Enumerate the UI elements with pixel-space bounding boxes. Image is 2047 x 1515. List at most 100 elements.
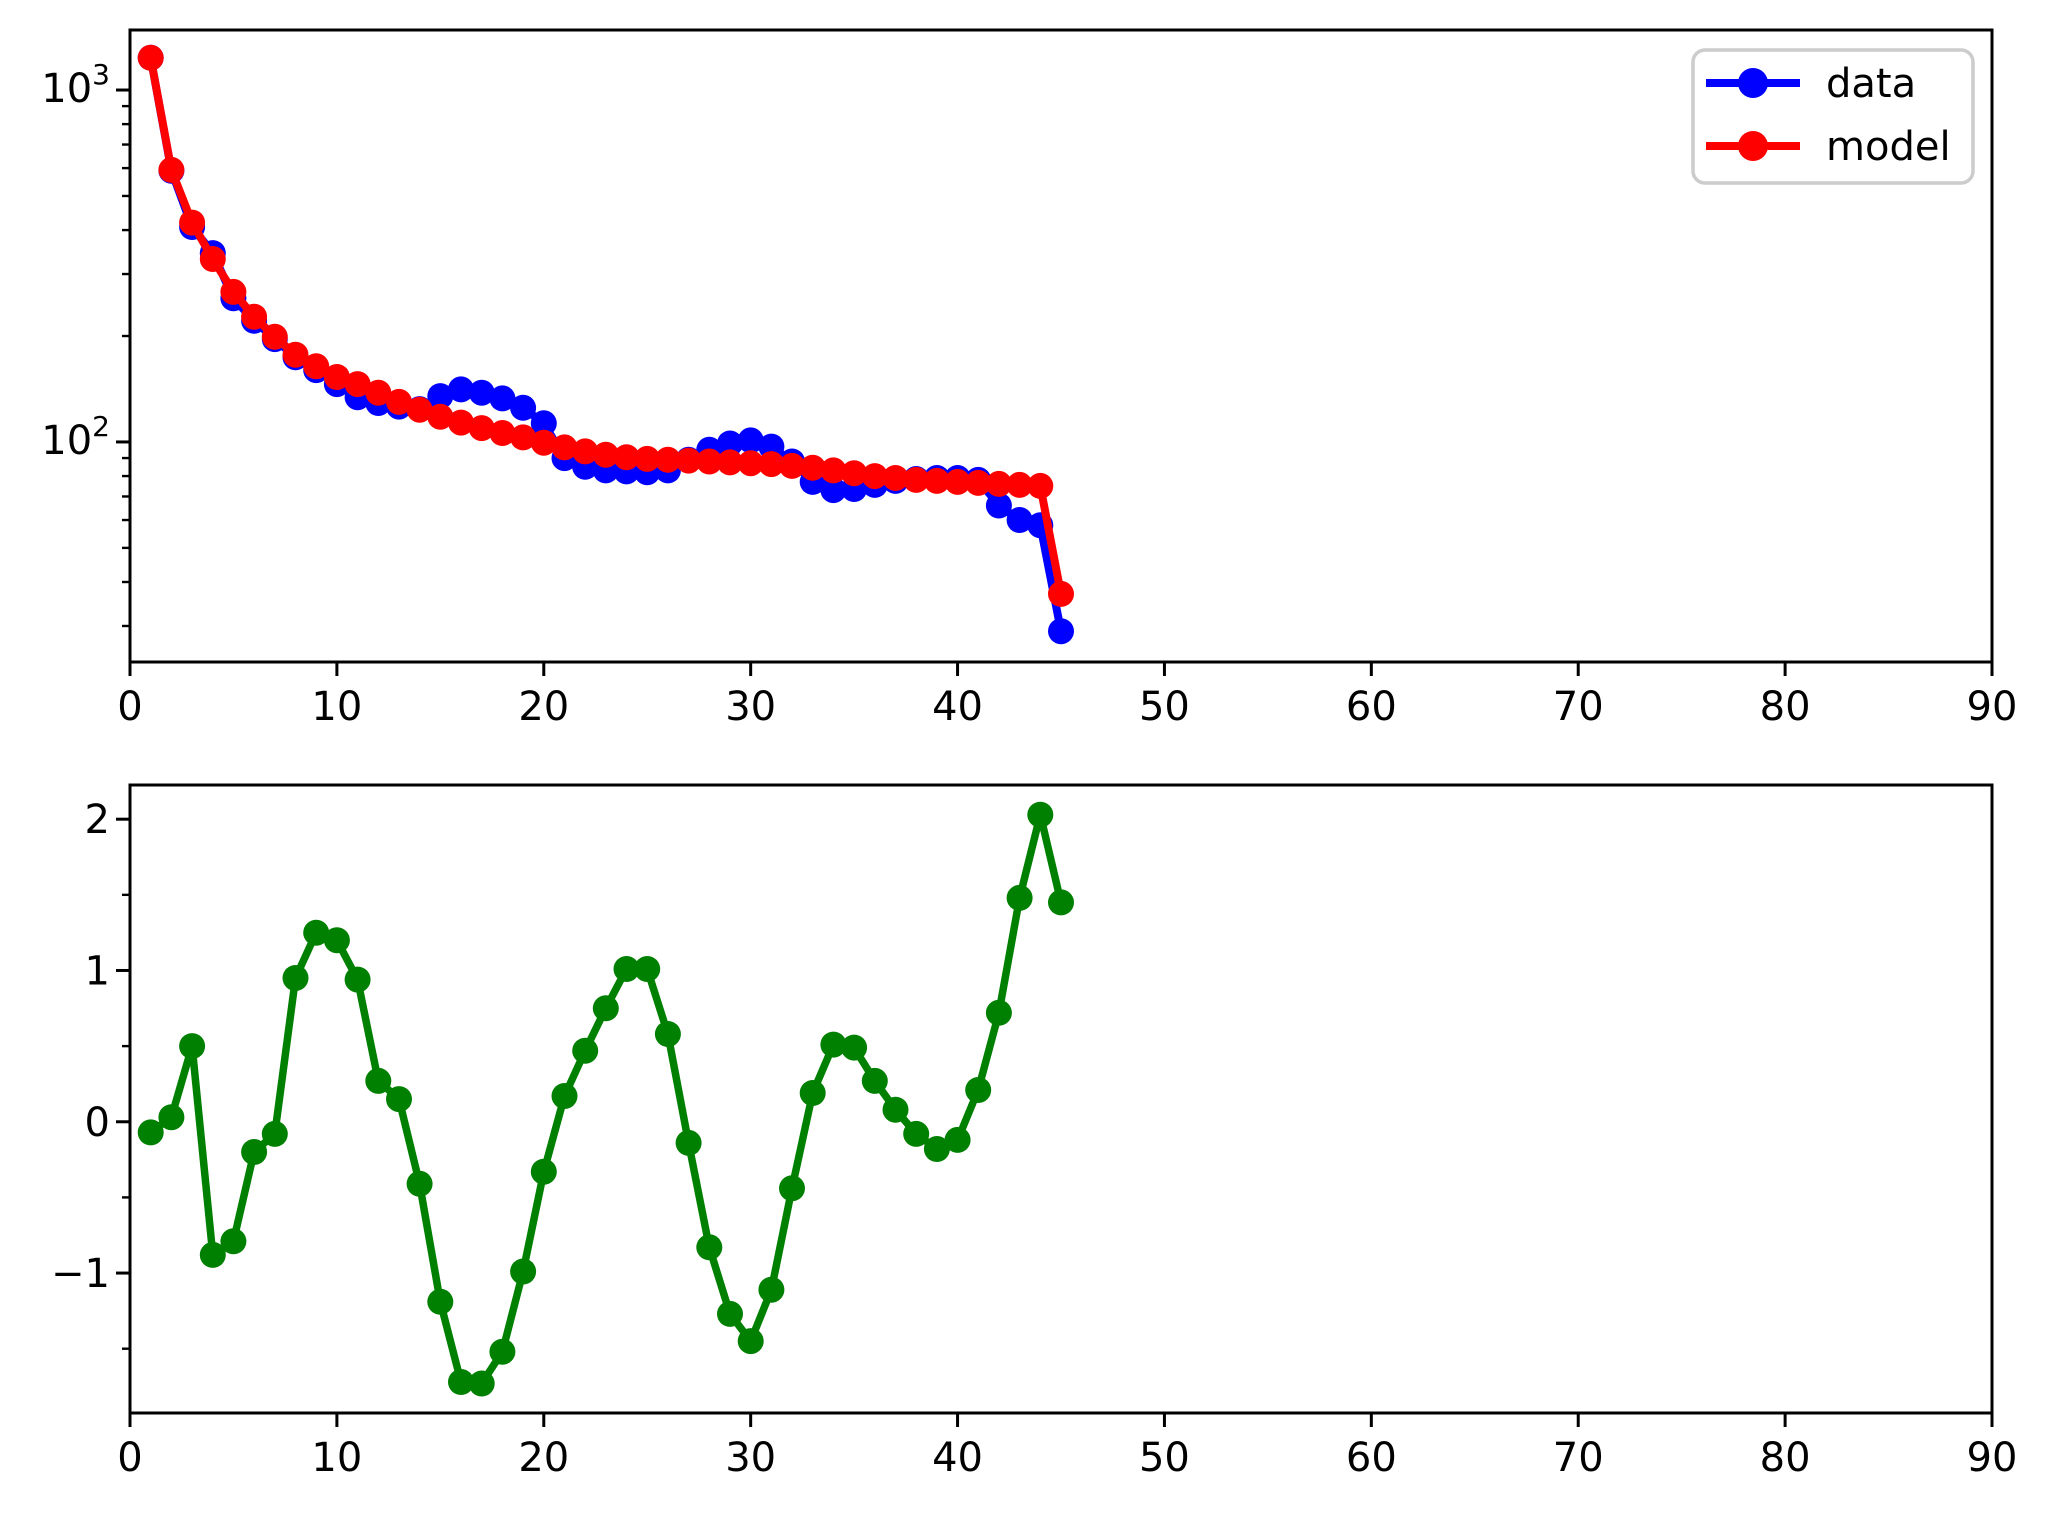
legend-label: model bbox=[1826, 124, 1951, 170]
model-marker bbox=[1027, 472, 1054, 499]
model-marker bbox=[1006, 471, 1033, 498]
residuals-marker bbox=[675, 1129, 702, 1156]
model-marker bbox=[427, 403, 454, 430]
model-marker bbox=[592, 441, 619, 468]
x-tick-label: 90 bbox=[1967, 1435, 2018, 1481]
x-tick-label: 30 bbox=[725, 1435, 776, 1481]
data-marker bbox=[427, 383, 454, 410]
legend-entry-data: data bbox=[1706, 61, 1916, 107]
residuals-marker bbox=[944, 1126, 971, 1153]
legend-label: data bbox=[1826, 61, 1916, 107]
residuals-marker bbox=[903, 1120, 930, 1147]
model-marker bbox=[799, 454, 826, 481]
model-marker bbox=[448, 409, 474, 436]
series-residuals-line bbox=[146, 810, 1065, 1388]
residuals-marker bbox=[985, 999, 1012, 1026]
residuals-marker bbox=[489, 1338, 516, 1365]
model-marker bbox=[241, 303, 268, 330]
residuals-marker bbox=[303, 919, 330, 946]
model-marker bbox=[137, 44, 164, 71]
data-marker bbox=[468, 379, 495, 406]
data-marker bbox=[530, 410, 557, 437]
residuals-marker bbox=[820, 1031, 847, 1058]
x-tick-label: 0 bbox=[117, 684, 142, 730]
residuals-marker bbox=[841, 1034, 868, 1061]
x-tick-label: 70 bbox=[1553, 684, 1604, 730]
model-marker bbox=[365, 379, 392, 406]
x-tick-label: 40 bbox=[932, 1435, 983, 1481]
model-marker bbox=[717, 449, 743, 476]
data-marker bbox=[737, 427, 764, 454]
residuals-marker bbox=[530, 1158, 557, 1185]
x-tick-label: 80 bbox=[1760, 684, 1811, 730]
model-marker bbox=[613, 444, 640, 471]
x-tick-label: 20 bbox=[518, 684, 569, 730]
residuals-marker bbox=[551, 1083, 578, 1109]
model-marker bbox=[158, 156, 185, 183]
residuals-marker bbox=[592, 995, 619, 1022]
model-marker bbox=[510, 424, 537, 451]
x-tick-label: 90 bbox=[1967, 684, 2018, 730]
model-marker bbox=[944, 468, 971, 495]
model-marker bbox=[965, 469, 992, 496]
bottom-plot-spines bbox=[128, 783, 1994, 1415]
bottom-axis-ticks: 0 10 20 30 40 50 60 70 80 90 −1 0 1 2 bbox=[51, 797, 2017, 1481]
model-marker bbox=[323, 364, 350, 390]
plot-top: 0 10 20 30 40 50 60 70 80 90 102 103 data model bbox=[41, 28, 2017, 730]
residuals-marker bbox=[448, 1369, 474, 1395]
series-model-markers bbox=[137, 44, 1074, 607]
residuals-marker bbox=[323, 927, 350, 954]
model-marker bbox=[634, 445, 661, 472]
series-residuals-markers bbox=[137, 801, 1074, 1397]
residuals-marker bbox=[241, 1139, 268, 1165]
residuals-marker bbox=[923, 1136, 950, 1162]
x-tick-label: 60 bbox=[1346, 1435, 1397, 1481]
residuals-marker bbox=[510, 1258, 537, 1285]
residuals-marker bbox=[406, 1170, 433, 1197]
model-marker bbox=[530, 429, 557, 456]
residuals-marker bbox=[779, 1175, 805, 1202]
model-marker bbox=[758, 451, 785, 478]
residuals-marker bbox=[427, 1288, 454, 1315]
x-tick-label: 30 bbox=[725, 684, 776, 730]
model-marker bbox=[654, 446, 681, 473]
legend-sample-marker bbox=[1738, 131, 1768, 161]
residuals-marker bbox=[861, 1067, 888, 1094]
residuals-marker bbox=[1006, 884, 1033, 911]
model-marker bbox=[489, 420, 516, 446]
residuals-marker bbox=[261, 1120, 288, 1147]
residuals-marker bbox=[965, 1077, 992, 1103]
residuals-marker bbox=[1027, 801, 1054, 828]
residuals-marker bbox=[882, 1096, 909, 1123]
model-marker bbox=[261, 323, 288, 350]
residuals-marker bbox=[199, 1241, 226, 1268]
y-tick-label: 2 bbox=[85, 797, 110, 843]
x-tick-label: 10 bbox=[311, 1435, 362, 1481]
series-model-line bbox=[146, 53, 1065, 598]
legend-sample-marker bbox=[1738, 68, 1768, 98]
residuals-marker bbox=[344, 966, 371, 993]
x-tick-label: 70 bbox=[1553, 1435, 1604, 1481]
x-tick-label: 10 bbox=[311, 684, 362, 730]
residuals-marker bbox=[572, 1037, 599, 1064]
model-marker bbox=[903, 466, 930, 493]
model-marker bbox=[179, 209, 206, 236]
y-tick-label: 102 bbox=[41, 410, 110, 464]
residuals-marker bbox=[654, 1021, 681, 1047]
model-marker bbox=[572, 438, 599, 465]
model-marker bbox=[923, 467, 950, 494]
residuals-marker bbox=[634, 956, 661, 982]
residuals-marker bbox=[220, 1228, 247, 1255]
data-marker bbox=[820, 477, 847, 504]
residuals-marker bbox=[1048, 889, 1074, 916]
top-axis-ticks: 0 10 20 30 40 50 60 70 80 90 102 103 bbox=[41, 58, 2017, 730]
y-tick-label: 0 bbox=[85, 1100, 110, 1146]
data-marker bbox=[489, 385, 516, 412]
model-marker bbox=[841, 460, 868, 487]
top-plot-spines bbox=[128, 28, 1994, 664]
model-marker bbox=[696, 448, 723, 475]
residuals-marker bbox=[365, 1067, 392, 1094]
data-marker bbox=[1006, 507, 1033, 533]
model-marker bbox=[303, 353, 330, 380]
residuals-marker bbox=[137, 1119, 164, 1146]
